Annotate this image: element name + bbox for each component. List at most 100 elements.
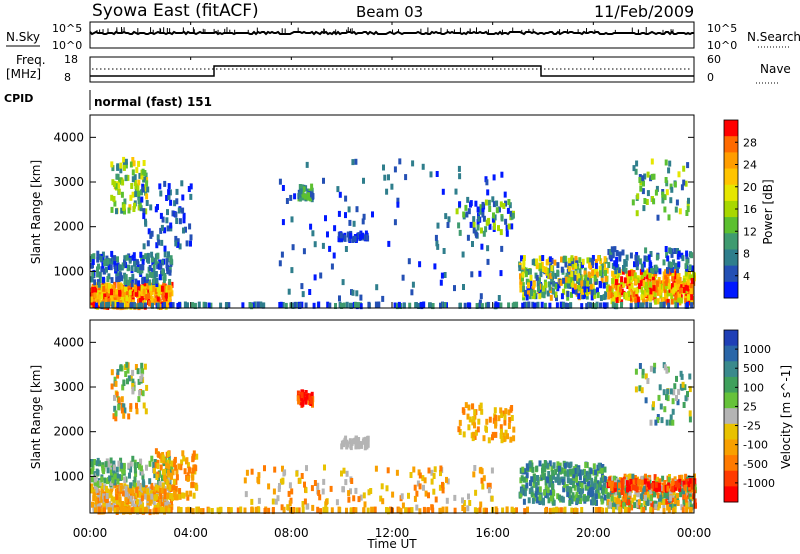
echo-cell	[439, 470, 442, 477]
echo-cell	[620, 289, 624, 295]
echo-cell	[140, 508, 144, 514]
echo-cell	[441, 188, 445, 195]
echo-cell	[669, 197, 673, 204]
echo-cell	[189, 490, 193, 497]
echo-cell	[488, 223, 492, 230]
echo-cell	[338, 191, 342, 198]
echo-cell	[170, 460, 174, 467]
echo-cell	[480, 243, 484, 250]
echo-cell	[503, 191, 507, 198]
echo-cell	[112, 180, 116, 187]
echo-cell	[168, 189, 172, 196]
echo-cell	[115, 276, 119, 283]
echo-cell	[129, 466, 133, 473]
echo-cell	[597, 492, 601, 499]
echo-cell	[656, 214, 660, 221]
echo-cell	[591, 259, 595, 266]
echo-cell	[685, 274, 689, 281]
echo-cell	[473, 422, 476, 429]
echo-cell	[95, 486, 99, 493]
echo-cell	[673, 484, 677, 491]
echo-cell	[546, 290, 550, 297]
echo-cell	[646, 500, 650, 506]
echo-cell	[114, 265, 118, 272]
echo-cell	[536, 301, 540, 308]
colorbar-tick-label: 25	[743, 400, 757, 413]
echo-cell	[107, 301, 111, 308]
echo-cell	[596, 292, 600, 299]
echo-cell	[147, 228, 151, 235]
echo-cell	[156, 295, 160, 302]
echo-cell	[278, 483, 281, 489]
echo-cell	[507, 302, 511, 309]
echo-cell	[300, 473, 304, 479]
echo-cell	[285, 198, 289, 204]
echo-cell	[608, 285, 612, 292]
echo-cell	[598, 466, 602, 473]
echo-cell	[440, 272, 444, 279]
echo-cell	[125, 254, 129, 261]
echo-cell	[636, 296, 640, 303]
echo-cell	[490, 495, 494, 502]
echo-cell	[639, 486, 643, 493]
echo-cell	[691, 274, 695, 281]
echo-cell	[620, 478, 624, 485]
echo-cell	[682, 278, 686, 285]
echo-cell	[551, 470, 555, 476]
echo-cell	[163, 493, 167, 500]
echo-cell	[181, 207, 185, 214]
echo-cell	[546, 476, 550, 483]
echo-cell	[678, 291, 681, 298]
echo-cell	[521, 275, 524, 282]
echo-cell	[649, 499, 653, 506]
echo-cell	[123, 208, 126, 215]
echo-cell	[596, 287, 599, 294]
echo-cell	[140, 495, 144, 502]
echo-cell	[468, 500, 472, 506]
echo-cell	[455, 208, 459, 215]
echo-cell	[387, 174, 390, 181]
echo-cell	[117, 182, 121, 189]
echo-cell	[606, 503, 610, 509]
echo-cell	[96, 480, 100, 487]
echo-cell	[601, 464, 605, 470]
echo-cell	[664, 297, 668, 304]
echo-cell	[170, 495, 174, 502]
echo-cell	[529, 480, 532, 486]
echo-cell	[654, 503, 658, 510]
echo-cell	[111, 504, 114, 511]
echo-cell	[591, 490, 595, 497]
echo-cell	[527, 301, 531, 308]
echo-cell	[120, 296, 124, 303]
echo-cell	[638, 177, 642, 183]
echo-cell	[91, 501, 94, 508]
echo-cell	[638, 363, 642, 369]
echo-cell	[439, 465, 443, 472]
echo-cell	[645, 301, 649, 308]
echo-cell	[404, 507, 408, 514]
echo-cell	[499, 407, 503, 414]
echo-cell	[99, 496, 103, 503]
echo-cell	[682, 287, 686, 293]
echo-cell	[283, 469, 287, 476]
echo-cell	[113, 261, 117, 267]
echo-cell	[548, 284, 552, 291]
echo-cell	[586, 473, 590, 480]
echo-cell	[623, 277, 627, 284]
echo-cell	[352, 220, 356, 227]
echo-cell	[470, 271, 474, 278]
echo-cell	[599, 270, 602, 277]
echo-cell	[113, 299, 117, 306]
echo-cell	[166, 492, 170, 499]
echo-cell	[674, 302, 678, 309]
echo-cell	[121, 179, 125, 186]
echo-cell	[578, 278, 582, 285]
echo-cell	[415, 490, 419, 497]
echo-cell	[145, 277, 149, 284]
colorbar-segment	[724, 486, 738, 503]
echo-cell	[587, 271, 591, 278]
echo-cell	[413, 495, 417, 502]
echo-cell	[204, 302, 208, 309]
echo-cell	[152, 499, 156, 505]
echo-cell	[114, 415, 118, 422]
